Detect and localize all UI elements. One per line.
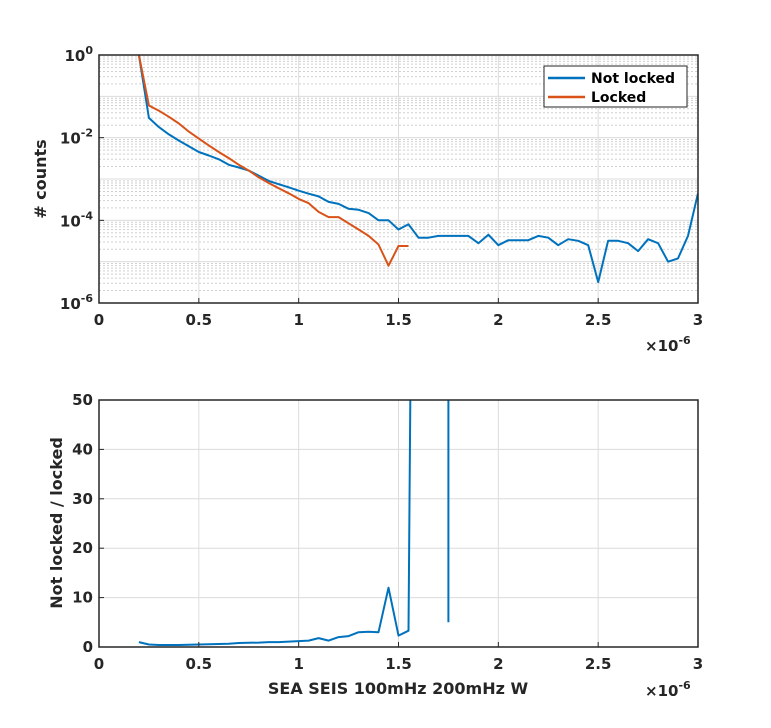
chart-counts: 0 0.5 1 1.5 2 2.5 3 100 10-2 10-4 10-6 ×10-6 # co… — [31, 44, 703, 355]
x-exponent-bottom: ×10-6 — [645, 679, 691, 700]
y-tick-label: 50 — [72, 391, 93, 409]
x-exponent-top: ×10-6 — [645, 334, 691, 355]
y-tick-label: 100 — [64, 44, 93, 65]
x-ticks-top: 0 0.5 1 1.5 2 2.5 3 — [94, 298, 703, 329]
y-tick-label: 0 — [83, 638, 93, 656]
legend-box — [543, 65, 688, 108]
x-tick-label: 2.5 — [585, 655, 612, 673]
x-tick-label: 2 — [493, 311, 503, 329]
series-line-ratio — [138, 400, 412, 646]
x-tick-label: 0.5 — [186, 655, 213, 673]
x-tick-label: 0 — [94, 311, 104, 329]
y-tick-label: 20 — [72, 539, 93, 557]
y-tick-label: 10-2 — [60, 127, 93, 148]
series-line-locked — [137, 55, 409, 267]
x-tick-label: 1.5 — [385, 311, 412, 329]
x-tick-label: 1.5 — [385, 655, 412, 673]
y-tick-label: 10-4 — [60, 209, 93, 230]
y-axis-label-bottom: Not locked / locked — [47, 437, 66, 609]
x-tick-label: 2 — [493, 655, 503, 673]
y-tick-label: 10-6 — [60, 292, 93, 313]
y-axis-label-top: # counts — [31, 139, 50, 218]
x-tick-label: 3 — [693, 655, 703, 673]
series-group-top — [137, 55, 698, 284]
y-ticks-top: 100 10-2 10-4 10-6 — [60, 44, 104, 313]
series-line-not-locked — [137, 55, 698, 284]
x-tick-label: 1 — [293, 655, 303, 673]
x-ticks-bottom: 0 0.5 1 1.5 2 2.5 3 — [94, 642, 703, 673]
y-tick-label: 40 — [72, 440, 93, 458]
x-tick-label: 0 — [94, 655, 104, 673]
x-axis-label-bottom: SEA SEIS 100mHz 200mHz W — [268, 679, 529, 698]
series-group-bottom — [138, 400, 450, 646]
chart-ratio: 0 0.5 1 1.5 2 2.5 3 0 10 20 30 40 50 ×10-6 Not lock… — [47, 391, 703, 700]
legend-label-locked: Locked — [591, 90, 646, 106]
y-ticks-bottom: 0 10 20 30 40 50 — [72, 391, 104, 656]
y-tick-label: 30 — [72, 490, 93, 508]
x-tick-label: 2.5 — [585, 311, 612, 329]
x-tick-label: 3 — [693, 311, 703, 329]
x-tick-label: 0.5 — [186, 311, 213, 329]
legend-label-not-locked: Not locked — [591, 71, 675, 87]
legend: Not locked Locked — [543, 65, 688, 108]
y-tick-label: 10 — [72, 589, 93, 607]
x-tick-label: 1 — [293, 311, 303, 329]
